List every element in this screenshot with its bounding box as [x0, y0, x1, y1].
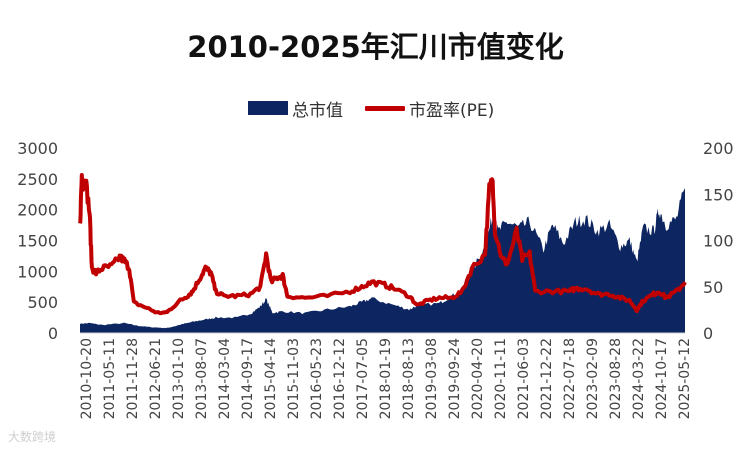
- right-axis-tick-label: 200: [703, 139, 734, 158]
- x-axis-tick-label: 2021-12-22: [539, 338, 555, 419]
- x-axis-tick-label: 2013-01-10: [171, 338, 187, 419]
- x-axis-tick-label: 2023-08-28: [608, 338, 624, 419]
- x-axis-tick-label: 2022-07-18: [562, 338, 578, 419]
- watermark: 大数跨境: [8, 430, 57, 444]
- x-axis-tick-label: 2016-05-23: [309, 338, 325, 419]
- legend-item-market-cap: 总市值: [248, 96, 343, 121]
- chart-title: 2010-2025年汇川市值变化: [187, 30, 564, 64]
- market-cap-area: [80, 188, 685, 333]
- left-axis-tick-label: 1000: [17, 262, 58, 281]
- legend-item-pe: 市盈率(PE): [365, 96, 494, 121]
- x-axis-tick-label: 2013-08-07: [194, 338, 210, 419]
- x-axis-tick-label: 2019-03-08: [424, 338, 440, 419]
- left-axis-tick-label: 3000: [17, 139, 58, 158]
- x-axis-tick-label: 2024-03-22: [631, 338, 647, 419]
- x-axis-tick-label: 2016-12-12: [332, 338, 348, 419]
- left-axis-tick-label: 2000: [17, 201, 58, 220]
- legend-swatch-market-cap: [248, 101, 288, 115]
- x-axis-tick-label: 2019-09-24: [447, 338, 463, 419]
- x-axis-tick-label: 2014-03-04: [217, 338, 233, 419]
- x-axis-tick-label: 2021-06-03: [516, 338, 532, 419]
- x-axis-tick-label: 2018-01-19: [378, 338, 394, 419]
- legend-label-market-cap: 总市值: [292, 100, 343, 121]
- left-axis-tick-label: 2500: [17, 170, 58, 189]
- legend-swatch-pe: [365, 105, 405, 111]
- left-axis-tick-label: 500: [27, 293, 58, 312]
- x-axis-tick-label: 2024-10-17: [654, 338, 670, 419]
- x-axis-tick-label: 2011-11-28: [125, 338, 141, 419]
- x-axis-tick-label: 2015-11-03: [286, 338, 302, 419]
- x-axis-tick-label: 2014-09-17: [240, 338, 256, 419]
- x-axis-tick-label: 2011-05-11: [102, 338, 118, 419]
- x-axis-tick-label: 2010-10-20: [79, 338, 95, 419]
- legend: 总市值 市盈率(PE): [248, 96, 516, 121]
- x-axis-tick-label: 2017-07-05: [355, 338, 371, 419]
- pe-line: [78, 173, 687, 316]
- legend-label-pe: 市盈率(PE): [409, 100, 495, 121]
- x-axis-tick-label: 2018-08-13: [401, 338, 417, 419]
- right-axis-tick-label: 50: [703, 278, 723, 297]
- x-axis-tick-label: 2020-04-20: [470, 338, 486, 419]
- right-axis-tick-label: 150: [703, 185, 734, 204]
- left-axis-tick-label: 1500: [17, 232, 58, 251]
- x-axis-tick-label: 2012-06-21: [148, 338, 164, 419]
- left-axis-tick-label: 0: [48, 324, 58, 343]
- right-axis-tick-label: 0: [703, 324, 713, 343]
- x-axis-tick-label: 2023-02-09: [585, 338, 601, 419]
- x-axis-tick-label: 2020-11-11: [493, 338, 509, 419]
- x-axis-tick-label: 2015-04-14: [263, 338, 279, 419]
- x-axis-tick-label: 2025-05-12: [677, 338, 693, 419]
- right-axis-tick-label: 100: [703, 232, 734, 251]
